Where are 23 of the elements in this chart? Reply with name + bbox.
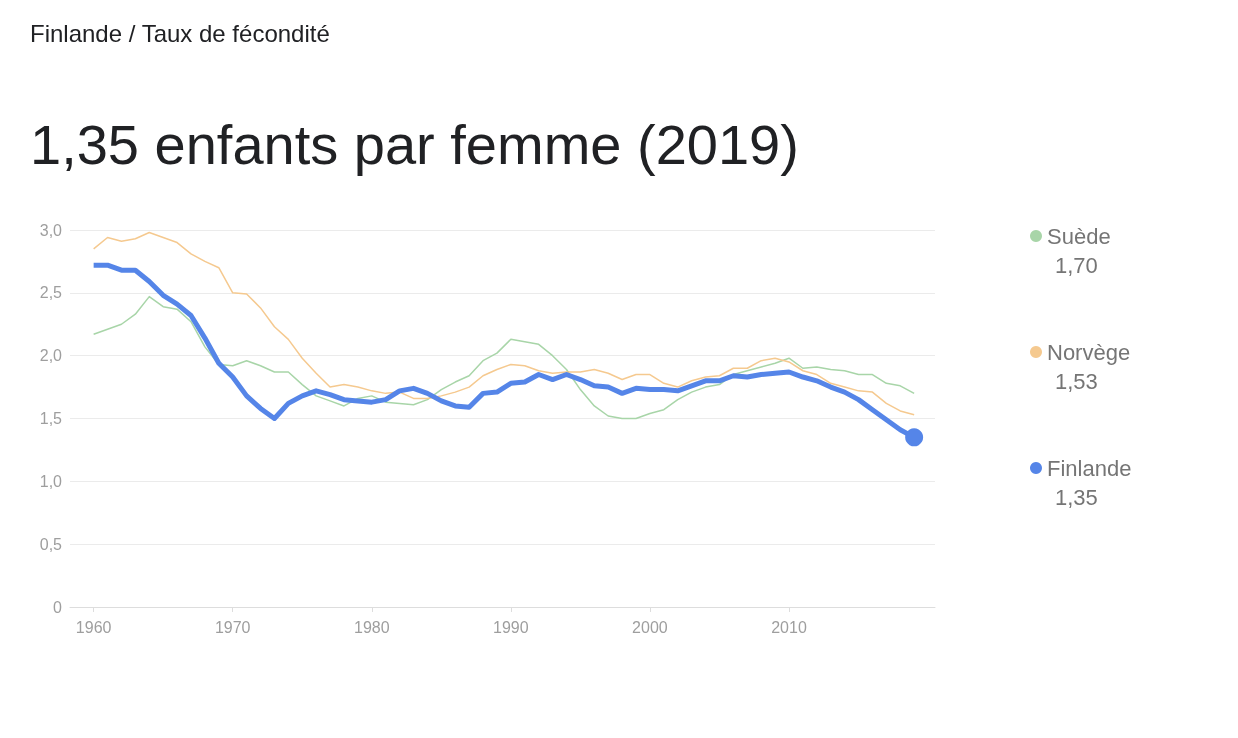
text: 1,70 [1055, 252, 1098, 278]
y-tick-label: 1,5 [39, 410, 63, 427]
legend-label: Suède [1047, 223, 1111, 249]
y-tick-label: 3,0 [39, 221, 63, 239]
chart-title: 1,35 enfants par femme (2019) [30, 112, 799, 177]
y-tick-label: 2,5 [39, 284, 63, 302]
chart-subtitle: Finlande / Taux de fécondité [30, 20, 330, 48]
y-tick-label: 2,0 [39, 347, 63, 365]
y-tick-label: 0,5 [39, 535, 63, 553]
line-series [92, 295, 915, 420]
x-tick-label: 1990 [493, 618, 529, 636]
y-tick-label: 0 [53, 598, 63, 616]
x-tick-label: 2010 [771, 618, 807, 636]
x-tick-label: 1980 [353, 618, 390, 636]
x-tick-label: 1970 [214, 618, 251, 636]
text: 1,35 [1055, 484, 1098, 510]
legend-label: Norvège [1047, 339, 1131, 365]
y-tick-label: 1,0 [39, 472, 63, 490]
x-tick-label: 1960 [75, 618, 112, 636]
line-series [92, 231, 915, 416]
x-tick-label: 2000 [632, 618, 668, 636]
text: 1,53 [1055, 368, 1098, 394]
legend-label: Finlande [1047, 455, 1132, 481]
